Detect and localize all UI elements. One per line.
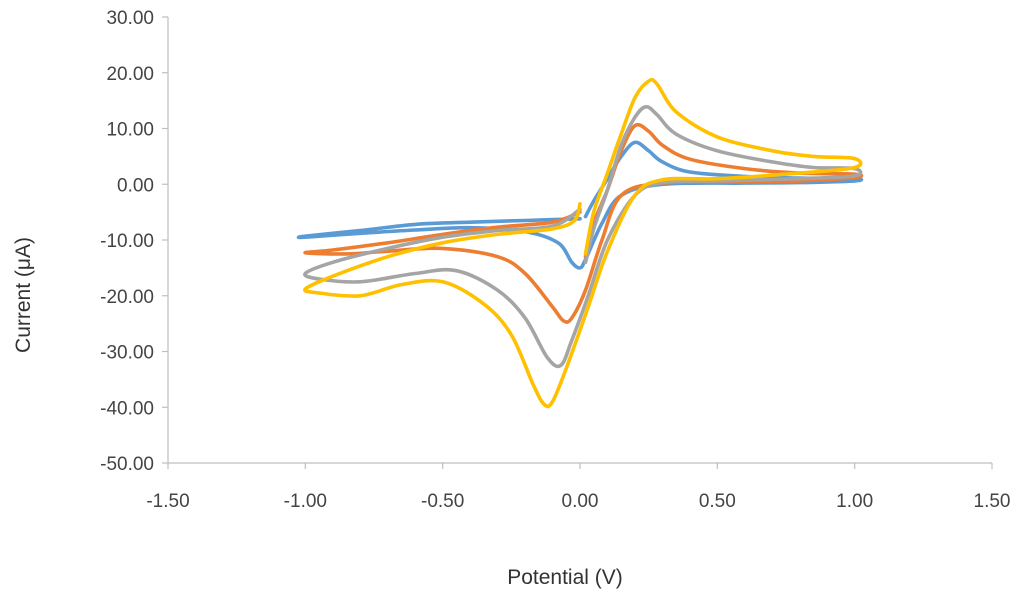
plot-area bbox=[167, 17, 992, 464]
x-tick-label: 0.00 bbox=[562, 491, 599, 512]
series-line-3 bbox=[303, 104, 863, 369]
x-tick-label: -1.00 bbox=[284, 491, 327, 512]
y-tick-label: 10.00 bbox=[106, 120, 154, 141]
x-tick-label: -1.50 bbox=[146, 491, 189, 512]
y-axis-ticks: 30.00 20.00 10.00 0.00 -10.00 -20.00 -30.00 -40… bbox=[100, 8, 168, 475]
x-axis-title: Potential (V) bbox=[507, 566, 623, 589]
y-tick-label: -40.00 bbox=[100, 398, 154, 419]
x-tick-label: 1.50 bbox=[974, 491, 1011, 512]
y-tick-label: -10.00 bbox=[100, 231, 154, 252]
series-line-1 bbox=[296, 140, 864, 270]
series-group bbox=[296, 77, 864, 409]
y-tick-label: -20.00 bbox=[100, 287, 154, 308]
y-tick-label: -30.00 bbox=[100, 343, 154, 364]
y-tick-label: 20.00 bbox=[106, 64, 154, 85]
y-tick-label: 0.00 bbox=[117, 175, 154, 196]
y-axis-title: Current (μA) bbox=[12, 237, 35, 353]
x-tick-label: 1.00 bbox=[836, 491, 873, 512]
x-tick-label: 0.50 bbox=[699, 491, 736, 512]
y-tick-label: 30.00 bbox=[106, 8, 154, 29]
y-tick-label: -50.00 bbox=[100, 454, 154, 475]
series-line-4 bbox=[303, 77, 863, 409]
x-tick-label: -0.50 bbox=[421, 491, 464, 512]
series-line-2 bbox=[303, 122, 864, 324]
x-axis-ticks: -1.50 -1.00 -0.50 0.00 0.50 1.00 1.50 bbox=[146, 463, 1010, 512]
